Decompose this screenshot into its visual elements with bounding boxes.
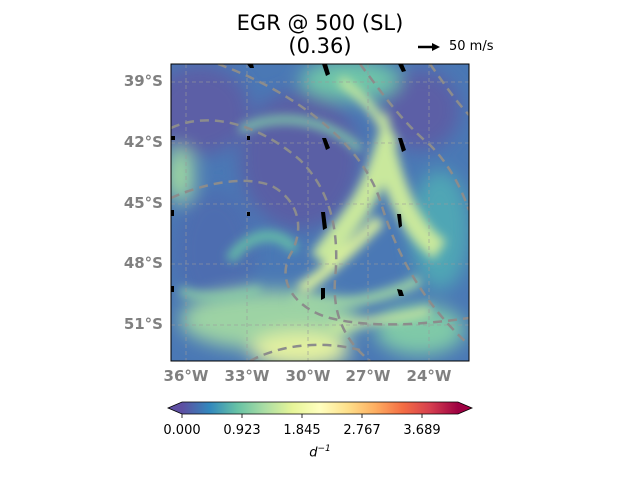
lon-label-33w: 33°W xyxy=(224,367,270,385)
quiver-key-arrow xyxy=(418,43,440,51)
figure-title-line2: (0.36) xyxy=(288,34,352,58)
lon-label-36w: 36°W xyxy=(163,367,209,385)
lat-label-48s: 48°S xyxy=(123,254,163,272)
colorbar-tick-1: 0.923 xyxy=(223,423,261,438)
colorbar-tick-4: 3.689 xyxy=(403,423,441,438)
egr-field xyxy=(171,64,469,361)
figure-title-line1: EGR @ 500 (SL) xyxy=(236,11,404,35)
lat-label-42s: 42°S xyxy=(123,133,163,151)
map-frame xyxy=(170,63,470,362)
lon-label-27w: 27°W xyxy=(345,367,391,385)
lat-label-39s: 39°S xyxy=(123,72,163,90)
lat-label-51s: 51°S xyxy=(123,315,163,333)
colorbar xyxy=(166,401,474,418)
colorbar-unit-label: d−1 xyxy=(290,444,350,460)
wind-vectors xyxy=(171,64,406,300)
lon-label-24w: 24°W xyxy=(406,367,452,385)
lon-label-30w: 30°W xyxy=(285,367,331,385)
colorbar-tick-3: 2.767 xyxy=(343,423,381,438)
lat-label-45s: 45°S xyxy=(123,194,163,212)
height-contours xyxy=(171,64,469,361)
colorbar-tick-0: 0.000 xyxy=(163,423,201,438)
quiver-key-label: 50 m/s xyxy=(449,39,494,54)
map-gridlines xyxy=(171,64,469,361)
colorbar-tick-2: 1.845 xyxy=(283,423,321,438)
colorbar-unit-exponent: −1 xyxy=(317,444,331,454)
colorbar-unit-base: d xyxy=(309,445,318,461)
